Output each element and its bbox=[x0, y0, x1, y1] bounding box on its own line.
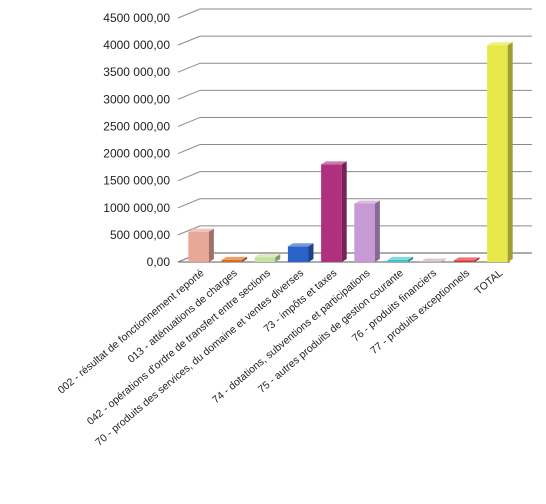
gridline-3 bbox=[177, 171, 532, 182]
bar-front-3 bbox=[287, 246, 309, 262]
bar-side-9 bbox=[507, 42, 513, 262]
bar-front-8 bbox=[453, 260, 475, 262]
bar-side-8 bbox=[474, 257, 480, 262]
bar-1 bbox=[221, 256, 248, 262]
bar-side-7 bbox=[441, 258, 447, 262]
y-tick-label-3: 1500 000,00 bbox=[103, 174, 170, 188]
gridline-2 bbox=[177, 198, 532, 209]
bar-side-4 bbox=[341, 161, 347, 262]
bar-top-8 bbox=[453, 257, 480, 261]
y-tick-label-0: 0,00 bbox=[147, 255, 171, 269]
y-tick-label-9: 4500 000,00 bbox=[103, 11, 170, 25]
bar-6 bbox=[387, 256, 414, 262]
bar-7 bbox=[420, 258, 447, 262]
bar-top-3 bbox=[287, 243, 314, 247]
bar-2 bbox=[254, 254, 281, 262]
bar-5 bbox=[354, 200, 380, 262]
y-tick-label-8: 4000 000,00 bbox=[103, 38, 170, 52]
bar-front-5 bbox=[354, 203, 375, 262]
y-axis-tick-labels: 0,00 500 000,00 1000 000,00 1500 000,00 2000… bbox=[103, 11, 170, 269]
gridline-9 bbox=[177, 8, 532, 19]
bar-front-7 bbox=[420, 261, 442, 262]
bar-9 bbox=[487, 42, 513, 262]
bar-side-5 bbox=[374, 200, 380, 262]
bar-side-1 bbox=[242, 256, 248, 262]
y-tick-label-5: 2500 000,00 bbox=[103, 119, 170, 133]
bar-front-1 bbox=[221, 259, 243, 262]
bar-side-2 bbox=[275, 254, 281, 262]
bar-top-2 bbox=[254, 254, 281, 258]
y-tick-label-2: 1000 000,00 bbox=[103, 201, 170, 215]
gridline-5 bbox=[177, 116, 532, 127]
y-tick-label-6: 3000 000,00 bbox=[103, 92, 170, 106]
bar-side-0 bbox=[208, 228, 214, 262]
bar-top-6 bbox=[387, 256, 414, 260]
bars bbox=[188, 42, 513, 262]
bar-top-4 bbox=[321, 161, 347, 165]
bar-side-3 bbox=[308, 243, 314, 262]
gridline-8 bbox=[177, 35, 532, 46]
bar-4 bbox=[321, 161, 347, 262]
bar-top-5 bbox=[354, 200, 380, 204]
bar-side-6 bbox=[408, 256, 414, 262]
bar-0 bbox=[188, 228, 214, 262]
bar-top-7 bbox=[420, 258, 447, 262]
bar-8 bbox=[453, 257, 480, 262]
y-tick-label-7: 3500 000,00 bbox=[103, 65, 170, 79]
bar-front-9 bbox=[487, 45, 508, 262]
gridline-1 bbox=[177, 225, 532, 236]
gridline-7 bbox=[177, 62, 532, 73]
bar-front-2 bbox=[254, 257, 276, 262]
bar-top-9 bbox=[487, 42, 513, 46]
bar-front-4 bbox=[321, 164, 342, 262]
y-tick-label-1: 500 000,00 bbox=[110, 228, 170, 242]
gridline-4 bbox=[177, 144, 532, 155]
x-axis-category-labels: 002 - résultat de fonctionnement reporté… bbox=[56, 267, 506, 448]
bar-top-0 bbox=[188, 228, 214, 232]
bar-front-0 bbox=[188, 231, 209, 262]
y-tick-label-4: 2000 000,00 bbox=[103, 147, 170, 161]
bar-top-1 bbox=[221, 256, 248, 260]
x-category-label-9: TOTAL bbox=[472, 267, 505, 297]
bar-front-6 bbox=[387, 259, 409, 262]
bar-3 bbox=[287, 243, 314, 262]
gridline-6 bbox=[177, 89, 532, 100]
